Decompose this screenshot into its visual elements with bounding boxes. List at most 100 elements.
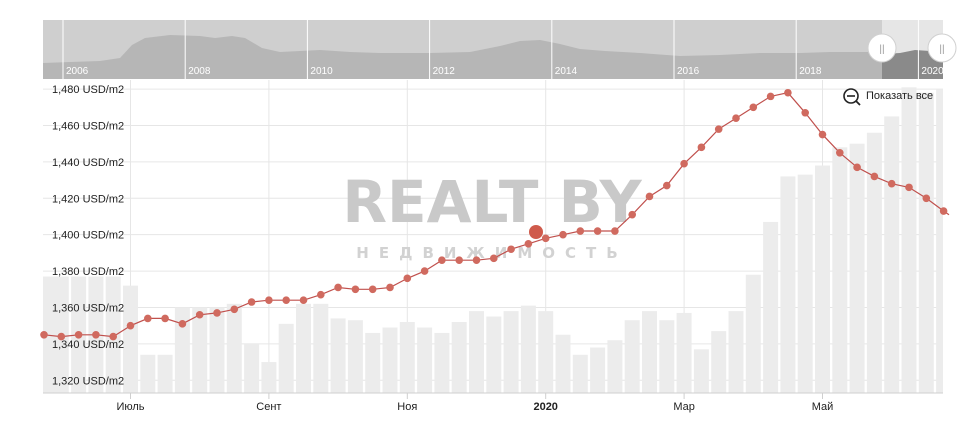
navigator-year-label: 2016 <box>677 66 700 77</box>
volume-bar <box>901 87 917 394</box>
volume-bar <box>486 316 502 393</box>
price-point[interactable] <box>57 332 66 341</box>
volume-bar <box>469 311 484 393</box>
price-point[interactable] <box>905 183 913 192</box>
price-point[interactable] <box>161 314 169 323</box>
price-point[interactable] <box>403 274 412 283</box>
volume-bar <box>244 343 260 393</box>
y-tick-label: 1,460 USD/m2 <box>52 120 124 132</box>
price-point[interactable] <box>282 296 291 304</box>
price-point[interactable] <box>663 181 671 190</box>
price-point[interactable] <box>334 283 342 292</box>
price-point[interactable] <box>74 330 83 339</box>
price-point[interactable] <box>490 254 498 263</box>
navigator-year-label: 2010 <box>310 66 333 77</box>
volume-bar <box>434 332 450 393</box>
price-point[interactable] <box>524 239 533 248</box>
navigator-year-label: 2008 <box>188 66 211 77</box>
navigator-handle-left[interactable]: || <box>867 33 897 63</box>
volume-bar <box>659 320 675 393</box>
x-tick-label: Ноя <box>397 401 417 413</box>
reset-zoom-button[interactable]: Показать все <box>843 88 933 106</box>
volume-bar <box>382 327 398 393</box>
price-point[interactable] <box>576 227 585 235</box>
volume-bar <box>123 285 138 393</box>
y-tick-label: 1,360 USD/m2 <box>52 302 124 314</box>
volume-bar <box>624 320 640 393</box>
volume-bar <box>849 143 865 393</box>
volume-bar <box>503 311 519 393</box>
price-point[interactable] <box>351 285 360 294</box>
price-point[interactable] <box>680 159 688 168</box>
volume-bar <box>296 303 311 393</box>
price-point[interactable] <box>887 179 896 188</box>
price-point[interactable] <box>144 314 152 323</box>
price-point[interactable] <box>317 290 325 299</box>
price-point[interactable] <box>92 330 100 339</box>
price-point[interactable] <box>178 320 187 328</box>
price-point[interactable] <box>507 245 515 254</box>
zoom-out-icon[interactable] <box>843 88 861 106</box>
volume-bar <box>555 334 571 393</box>
volume-bar <box>642 311 657 393</box>
price-point[interactable] <box>853 163 861 172</box>
price-point[interactable] <box>939 207 948 215</box>
price-point[interactable] <box>126 321 135 330</box>
volume-bar <box>174 307 190 393</box>
navigator-selected-area <box>882 50 943 79</box>
y-tick-label: 1,440 USD/m2 <box>52 157 124 169</box>
volume-bar <box>192 307 208 393</box>
price-point[interactable] <box>732 114 740 123</box>
price-point[interactable] <box>213 309 221 317</box>
volume-bar <box>693 349 709 393</box>
price-point[interactable] <box>836 148 844 157</box>
volume-bar <box>815 165 830 393</box>
volume-bar <box>936 89 943 393</box>
volume-bar <box>780 176 796 393</box>
price-point[interactable] <box>870 172 879 181</box>
price-point[interactable] <box>628 210 636 219</box>
price-point[interactable] <box>645 192 654 201</box>
price-point[interactable] <box>247 298 256 306</box>
price-point[interactable] <box>801 108 809 117</box>
price-point[interactable] <box>922 194 931 203</box>
price-point[interactable] <box>541 234 550 243</box>
price-point[interactable] <box>611 227 619 235</box>
reset-zoom-label[interactable]: Показать все <box>866 90 933 102</box>
price-markers <box>40 88 948 341</box>
price-point[interactable] <box>749 103 758 112</box>
price-point[interactable] <box>420 267 429 275</box>
price-point[interactable] <box>818 130 827 139</box>
price-point[interactable] <box>559 230 567 239</box>
volume-bar <box>538 311 554 393</box>
navigator[interactable]: 2006 2008 2010 2012 2014 2016 2018 2020 || || <box>43 20 957 79</box>
price-point[interactable] <box>472 256 481 264</box>
watermark-dot <box>529 225 543 239</box>
navigator-handle-right[interactable]: || <box>927 33 957 63</box>
price-point[interactable] <box>766 92 775 101</box>
price-point[interactable] <box>784 88 792 97</box>
volume-bar <box>728 311 744 393</box>
volume-bars <box>43 87 943 394</box>
price-point[interactable] <box>438 256 446 264</box>
price-point[interactable] <box>40 330 48 339</box>
y-tick-label: 1,400 USD/m2 <box>52 230 124 242</box>
price-point[interactable] <box>697 143 706 152</box>
volume-bar <box>763 221 779 393</box>
volume-bar <box>417 327 433 393</box>
price-point[interactable] <box>265 296 273 304</box>
volume-bar <box>676 312 692 393</box>
volume-bar <box>918 92 934 393</box>
volume-bar <box>226 303 242 393</box>
price-point[interactable] <box>195 310 204 319</box>
price-point[interactable] <box>299 296 308 304</box>
price-point[interactable] <box>714 125 723 133</box>
price-point[interactable] <box>593 227 602 235</box>
price-point[interactable] <box>109 332 117 341</box>
price-point[interactable] <box>455 256 464 264</box>
price-point[interactable] <box>368 285 377 294</box>
price-point[interactable] <box>386 283 394 292</box>
volume-bar <box>884 116 900 393</box>
price-point[interactable] <box>230 305 239 314</box>
